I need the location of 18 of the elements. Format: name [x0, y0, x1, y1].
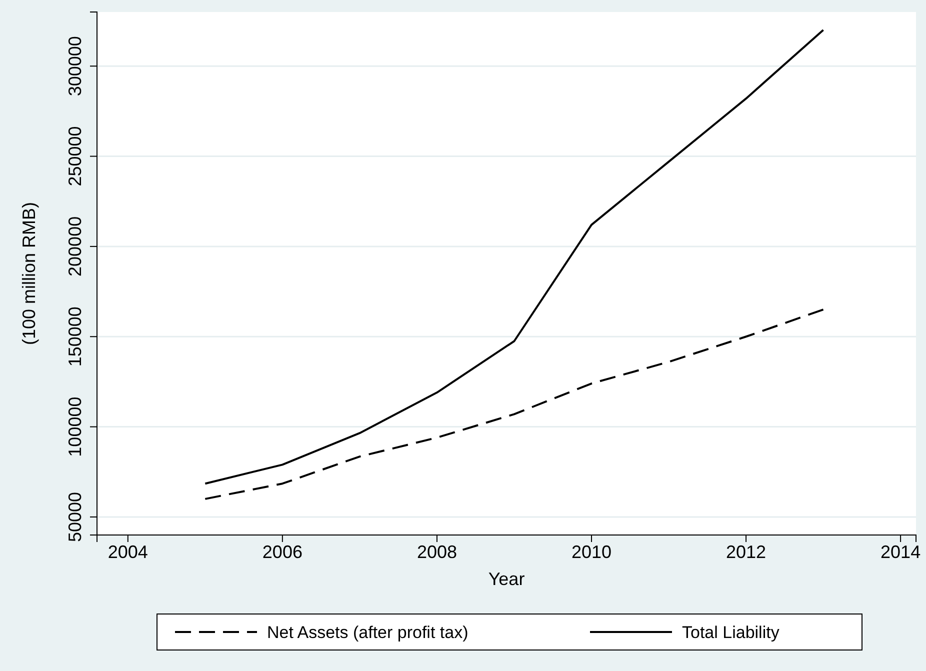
line-series — [204, 29, 824, 485]
x-tick-label: 2004 — [108, 542, 148, 562]
legend-label: Net Assets (after profit tax) — [267, 623, 468, 642]
y-tick-label: 200000 — [65, 216, 85, 276]
x-tick-label: 2006 — [262, 542, 302, 562]
y-tick-label: 100000 — [65, 396, 85, 457]
x-tick-label: 2014 — [880, 542, 921, 562]
y-tick-label: 250000 — [65, 126, 85, 186]
y-tick-label: 300000 — [65, 36, 85, 96]
x-tick-label: 2008 — [416, 542, 457, 562]
y-tick-label: 50000 — [65, 492, 85, 542]
x-axis-title: Year — [488, 569, 525, 589]
y-axis-title: (100 million RMB) — [19, 202, 39, 346]
x-tick-label: 2012 — [726, 542, 766, 562]
legend-label: Total Liability — [682, 623, 780, 642]
y-tick-label: 150000 — [65, 306, 85, 367]
x-tick-label: 2010 — [571, 542, 612, 562]
line-series — [204, 308, 824, 500]
